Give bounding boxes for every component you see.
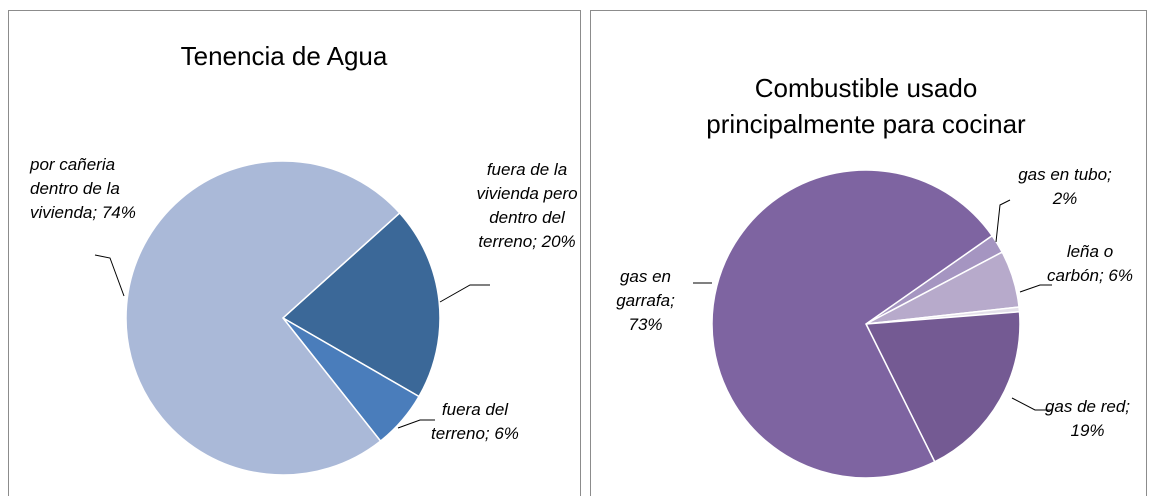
chart-title: Tenencia de Agua — [180, 41, 388, 71]
leader-line — [94, 254, 125, 297]
data-label: por cañeria dentro de la vivienda; 74% — [30, 155, 136, 222]
chart-panel — [8, 10, 581, 496]
data-label: leña o carbón; 6% — [1047, 242, 1133, 285]
data-label: fuera de la vivienda pero dentro del ter… — [476, 160, 578, 251]
pie-slice — [125, 160, 401, 476]
leader-line — [439, 284, 490, 303]
leader-line — [1019, 284, 1052, 293]
pie-slice — [711, 169, 994, 479]
pie-slice — [864, 310, 1021, 463]
data-label: gas de red; 19% — [1044, 397, 1131, 440]
leader-line — [397, 419, 435, 429]
data-label: gas en tubo; 2% — [1018, 165, 1112, 208]
data-label: fuera del terreno; 6% — [431, 400, 519, 443]
data-label: gas en garrafa; 73% — [616, 267, 675, 334]
chart-title: Combustible usado principalmente para co… — [706, 73, 1026, 139]
leader-line — [1011, 397, 1052, 411]
leader-line — [995, 199, 1011, 243]
pie-slice — [281, 211, 441, 398]
chart-panel — [590, 10, 1147, 496]
